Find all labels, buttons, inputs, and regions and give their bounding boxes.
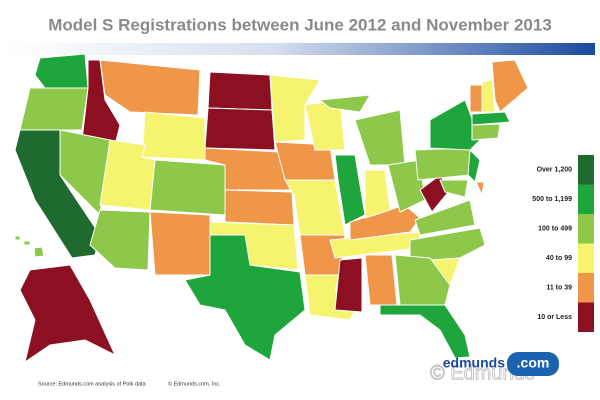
state xyxy=(204,107,276,151)
state xyxy=(89,209,151,271)
state xyxy=(14,235,21,241)
state xyxy=(475,181,485,196)
state xyxy=(19,87,89,131)
legend-swatch xyxy=(578,243,594,273)
state xyxy=(439,179,469,198)
legend: Over 1,200 500 to 1,199 100 to 499 40 to 99… xyxy=(532,155,594,332)
state xyxy=(319,94,371,113)
legend-label: 100 to 499 xyxy=(538,226,572,233)
state xyxy=(207,71,273,111)
state xyxy=(269,74,321,143)
state xyxy=(481,79,496,113)
state xyxy=(33,246,45,258)
state xyxy=(141,111,206,161)
state xyxy=(364,169,391,219)
state xyxy=(394,254,451,306)
source: Source: Edmunds.com analysis of Polk dat… xyxy=(38,381,147,387)
state xyxy=(469,84,483,113)
state xyxy=(224,189,295,226)
state xyxy=(491,59,529,113)
state xyxy=(379,304,471,359)
state xyxy=(149,159,226,216)
copyright: © Edmunds.com, Inc. xyxy=(168,380,221,387)
state xyxy=(429,99,481,151)
state xyxy=(364,254,398,306)
logo-suffix: .com xyxy=(517,355,550,371)
state xyxy=(34,53,89,89)
legend-swatch xyxy=(578,273,594,303)
legend-label: Over 1,200 xyxy=(537,167,573,174)
state xyxy=(471,123,501,141)
logo-bubble xyxy=(507,352,559,376)
legend-label: 40 to 99 xyxy=(546,255,572,262)
state xyxy=(414,147,471,181)
state xyxy=(19,264,116,363)
state xyxy=(471,111,511,126)
legend-swatch xyxy=(578,155,594,185)
state xyxy=(467,149,481,183)
legend-swatch xyxy=(578,214,594,244)
state xyxy=(349,204,421,241)
legend-label: 10 or Less xyxy=(537,314,572,321)
legend-swatch xyxy=(578,184,594,214)
legend-label: 500 to 1,199 xyxy=(532,196,572,203)
legend-swatch xyxy=(578,302,594,332)
state xyxy=(409,227,486,263)
states xyxy=(14,53,529,363)
legend-label: 11 to 39 xyxy=(546,285,572,292)
logo-name: edmunds xyxy=(443,355,505,371)
state xyxy=(414,199,476,236)
state xyxy=(23,240,31,246)
state xyxy=(184,234,306,361)
state xyxy=(149,211,211,276)
title-band xyxy=(5,43,595,55)
state xyxy=(334,257,363,313)
title: Model S Registrations between June 2012 … xyxy=(48,15,552,34)
